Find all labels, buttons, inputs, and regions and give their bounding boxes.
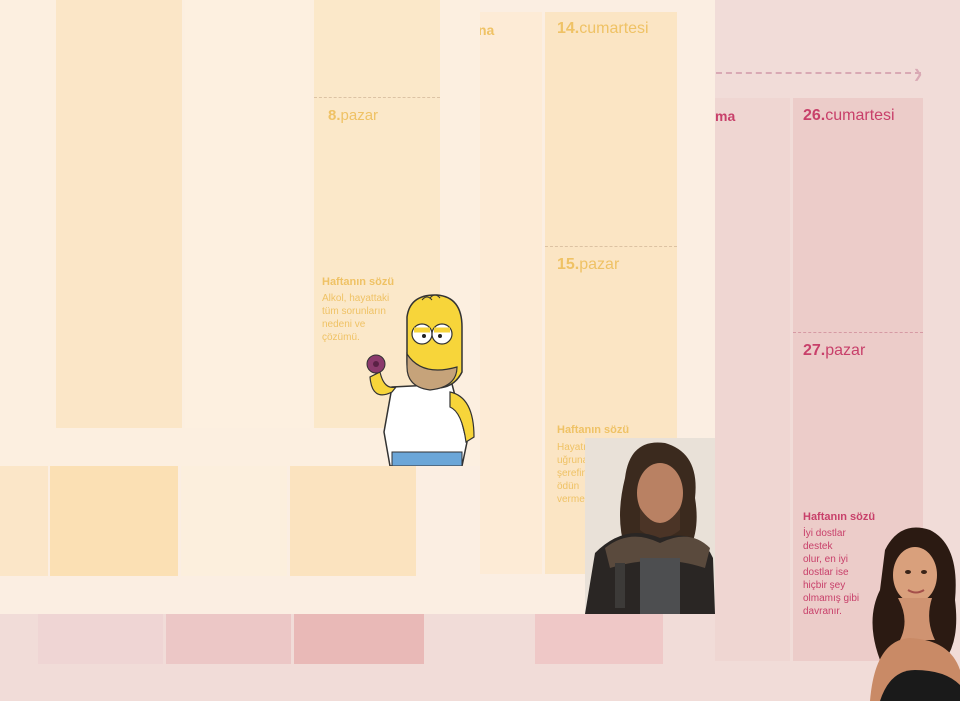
calendar-column (185, 0, 310, 428)
day-26-label: 26.cumartesi (803, 107, 895, 124)
quote-body: Alkol, hayattaki tüm sorunların nedeni ve ç… (322, 293, 390, 343)
calendar-cell (181, 466, 287, 576)
partial-day-label: ma (715, 108, 736, 124)
quote-title: Haftanın sözü (557, 424, 630, 436)
calendar-column (56, 0, 182, 428)
quote-body: İyi dostlar destek olur, en iyi dostlar ise… (803, 528, 860, 617)
calendar-cell (0, 466, 48, 576)
arrow-head-icon: ❯ (913, 67, 924, 81)
calendar-cell (166, 614, 291, 664)
quote-title: Haftanın sözü (803, 511, 876, 523)
calendar-cell (290, 466, 416, 576)
calendar-cell (294, 614, 424, 664)
timeline-arrow (716, 72, 921, 74)
calendar-cell (38, 614, 163, 664)
day-15-label: 15.pazar (557, 256, 620, 273)
calendar-page-front: 8.pazar Haftanın sözü Alkol, hayattaki tü… (0, 0, 480, 466)
partial-day-label: na (478, 22, 495, 38)
day-divider (793, 332, 923, 333)
quote-body: Hayatın uğruna şerefinden ödün vermem. (557, 442, 604, 505)
day-27-label: 27.pazar (803, 342, 866, 359)
ned-stark-photo (585, 438, 715, 614)
calendar-column (715, 98, 790, 661)
calendar-cell (50, 466, 178, 576)
calendar-cell (535, 614, 663, 664)
day-8-label: 8.pazar (328, 107, 379, 124)
day-divider (545, 246, 677, 247)
homer-simpson-illustration (366, 294, 475, 466)
day-divider (314, 97, 440, 98)
woman-portrait-photo (870, 527, 960, 701)
calendar-column (480, 12, 542, 574)
day-14-label: 14.cumartesi (557, 20, 649, 37)
quote-title: Haftanın sözü (322, 276, 395, 288)
